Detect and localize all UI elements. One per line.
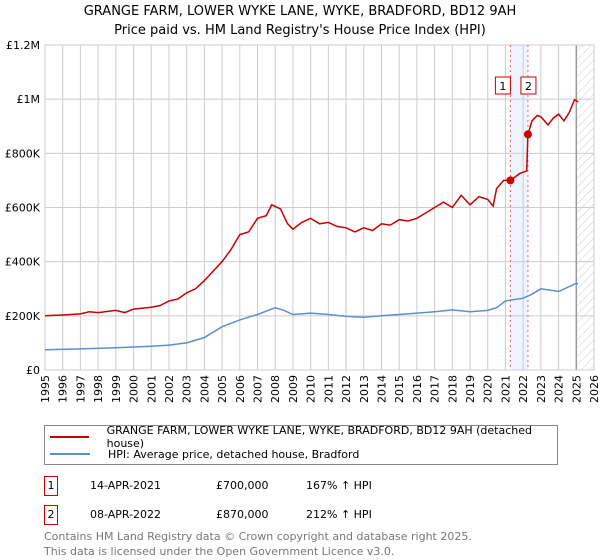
x-tick-label: 2019 [464,375,477,403]
sale-badge: 1 [44,476,58,496]
x-tick-label: 1997 [74,375,87,403]
sale-badge: 2 [44,505,58,525]
sale-date: 08-APR-2022 [90,508,162,521]
y-tick-label: £0 [26,364,40,377]
x-tick-label: 2004 [198,375,211,403]
x-tick-label: 2010 [305,375,318,403]
x-tick-label: 2003 [181,375,194,403]
y-tick-label: £1M [17,93,41,106]
legend-swatch-hpi [50,453,90,455]
sale-point [506,176,515,185]
x-tick-label: 1998 [92,375,105,403]
y-tick-label: £600K [5,202,41,215]
x-tick-label: 2006 [234,375,247,403]
x-tick-label: 1995 [39,375,52,403]
x-tick-label: 2013 [358,375,371,403]
x-tick-label: 2002 [163,375,176,403]
sale-label-box [520,76,537,95]
y-tick-label: £800K [5,147,41,160]
legend-swatch-property [50,436,89,438]
x-tick-label: 2024 [553,375,566,403]
x-tick-label: 1999 [110,375,123,403]
chart-subtitle: Price paid vs. HM Land Registry's House … [114,23,486,38]
x-tick-label: 2023 [535,375,548,403]
x-tick-label: 2005 [216,375,229,403]
y-tick-label: £1.2M [6,39,40,52]
x-tick-label: 2014 [375,375,388,403]
legend: GRANGE FARM, LOWER WYKE LANE, WYKE, BRAD… [44,424,558,465]
y-tick-label: £400K [5,256,41,269]
x-tick-label: 2000 [128,375,141,403]
x-tick-label: 1996 [57,375,70,403]
x-tick-label: 2001 [145,375,158,403]
legend-label-hpi: HPI: Average price, detached house, Brad… [108,447,360,461]
x-tick-label: 2011 [322,375,335,403]
x-tick-label: 2009 [287,375,300,403]
sale-label: 1 [499,80,506,93]
x-tick-label: 2026 [588,375,600,403]
legend-label-property: GRANGE FARM, LOWER WYKE LANE, WYKE, BRAD… [106,424,532,450]
footer-copyright: Contains HM Land Registry data © Crown c… [44,530,472,543]
plot-border [44,44,595,371]
sale-date: 14-APR-2021 [90,479,162,492]
x-tick-label: 2007 [252,375,265,403]
x-tick-label: 2017 [429,375,442,403]
property-price-line [44,98,579,317]
x-tick-label: 2021 [499,375,512,403]
sale-hpi-change: 212% ↑ HPI [306,508,372,521]
sale-hpi-change: 167% ↑ HPI [306,479,372,492]
x-tick-label: 2015 [393,375,406,403]
price-chart: 1995 1996 1997 1998 1999 2000 2001 2002 2003 2004… [5,39,600,403]
x-tick-label: 2008 [269,375,282,403]
sale-row-1: 1 14-APR-2021 £700,000 167% ↑ HPI [44,476,544,496]
x-tick-label: 2025 [570,375,583,403]
forecast-hatch [576,45,594,370]
x-tick-label: 2018 [446,375,459,403]
footer-licence: This data is licensed under the Open Gov… [44,545,395,558]
x-tick-label: 2016 [411,375,424,403]
sale-price: £700,000 [216,479,269,492]
x-tick-label: 2022 [517,375,530,403]
x-tick-label: 2012 [340,375,353,403]
x-tick-label: 2020 [482,375,495,403]
sale-point [523,130,532,139]
hpi-line [44,282,579,351]
sale-row-2: 2 08-APR-2022 £870,000 212% ↑ HPI [44,505,544,525]
y-tick-label: £200K [5,310,41,323]
sale-price: £870,000 [216,508,269,521]
sale-label: 2 [525,80,532,93]
chart-title: GRANGE FARM, LOWER WYKE LANE, WYKE, BRAD… [83,4,517,19]
sale-label-box [494,76,511,95]
